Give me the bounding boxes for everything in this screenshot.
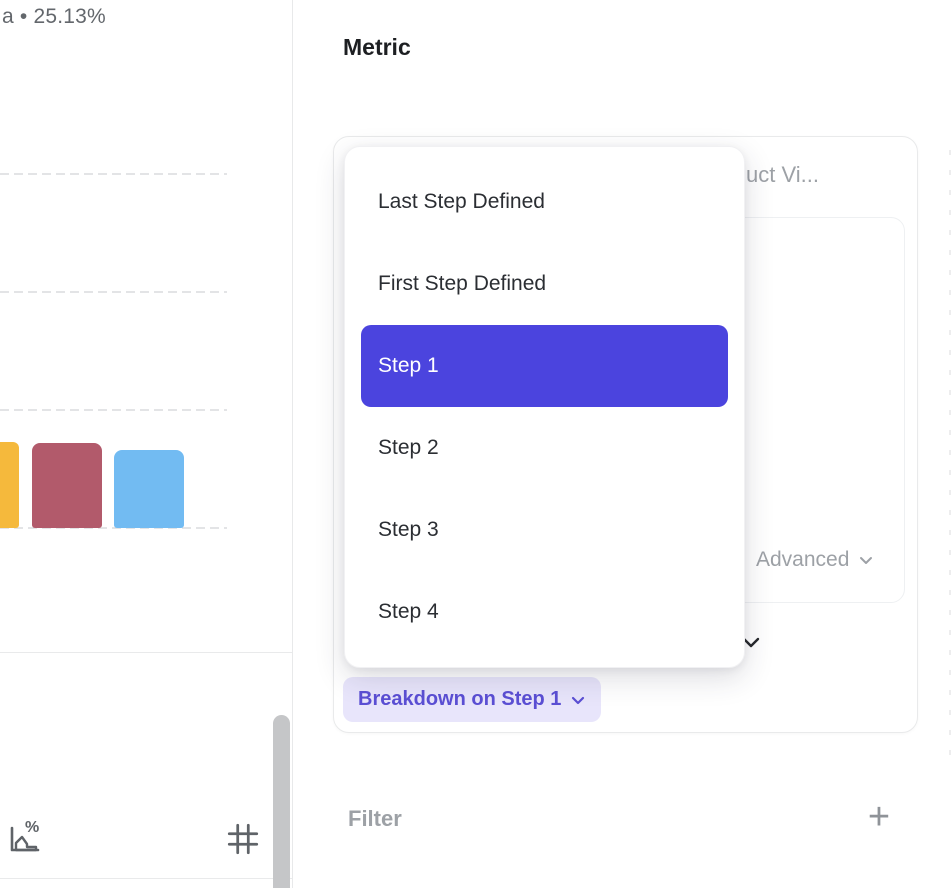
collapse-step-toggle[interactable] <box>741 634 761 652</box>
chart-bar-segment-1[interactable] <box>0 442 19 528</box>
chevron-down-icon <box>742 637 760 648</box>
chart-baseline <box>0 527 227 529</box>
scrollbar-thumb[interactable] <box>273 715 290 888</box>
dropdown-item-step-1[interactable]: Step 1 <box>361 325 728 407</box>
chart-bar-segment-3[interactable] <box>114 450 184 528</box>
filter-section-title: Filter <box>348 806 402 831</box>
svg-text:%: % <box>25 819 39 836</box>
hash-icon <box>227 823 259 855</box>
dropdown-item-first-step-defined[interactable]: First Step Defined <box>378 272 547 295</box>
conversion-chart-toggle[interactable]: % <box>4 816 46 858</box>
panel-divider <box>292 0 293 888</box>
series-legend-fragment: a • 25.13% <box>2 5 106 28</box>
breakdown-label: Breakdown on Step 1 <box>358 688 562 710</box>
dropdown-item-step-3[interactable]: Step 3 <box>378 518 439 541</box>
chart-gridline <box>0 173 227 175</box>
dropdown-item-step-2[interactable]: Step 2 <box>378 436 439 459</box>
add-filter-button[interactable]: + <box>867 796 891 838</box>
grid-view-toggle[interactable] <box>222 818 264 860</box>
advanced-label: Advanced <box>756 548 850 571</box>
chart-gridline <box>0 291 227 293</box>
dropdown-item-step-4[interactable]: Step 4 <box>378 600 439 623</box>
dropdown-item-last-step-defined[interactable]: Last Step Defined <box>378 190 545 213</box>
advanced-toggle[interactable]: Advanced <box>756 548 876 572</box>
toolbar-bottom-divider <box>0 878 292 879</box>
chart-bar-segment-2[interactable] <box>32 443 102 528</box>
breakdown-on-step-button[interactable]: Breakdown on Step 1 <box>343 677 602 722</box>
metric-section-title: Metric <box>343 34 411 60</box>
chart-panel-divider <box>0 652 292 653</box>
conversion-chart-icon: % <box>10 819 40 852</box>
chevron-down-icon <box>860 557 873 564</box>
event-name-truncated[interactable]: uct Vi... <box>746 162 819 187</box>
chart-gridline <box>0 409 227 411</box>
chevron-down-icon <box>572 696 585 704</box>
step-select-dropdown: Last Step Defined First Step Defined Ste… <box>344 146 745 668</box>
adjacent-card-dashed-edge <box>949 150 951 760</box>
